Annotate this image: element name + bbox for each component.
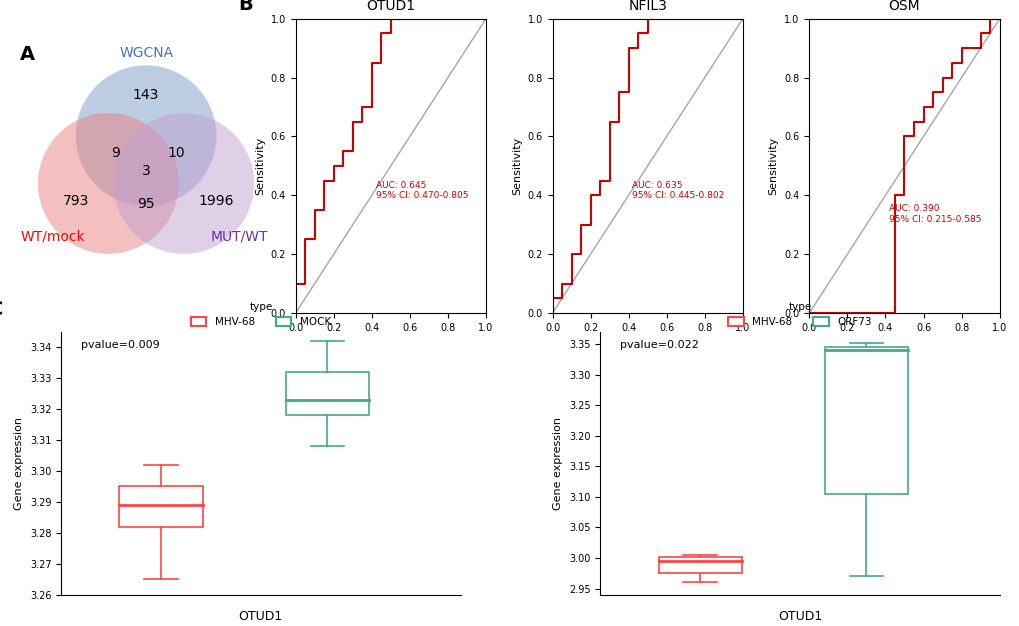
Text: WT/mock: WT/mock [20,229,86,244]
X-axis label: 1 - Specificity: 1 - Specificity [353,338,428,348]
Text: 10: 10 [167,146,184,160]
Y-axis label: Sensitivity: Sensitivity [255,136,265,195]
Text: 1996: 1996 [199,194,234,208]
Circle shape [38,113,178,254]
Text: B: B [238,0,253,14]
Title: OSM: OSM [888,0,919,13]
Circle shape [113,113,254,254]
Bar [824,347,907,494]
Y-axis label: Sensitivity: Sensitivity [768,136,777,195]
Title: NFIL3: NFIL3 [628,0,666,13]
Text: C: C [0,300,4,319]
Bar [285,372,369,415]
Text: pvalue=0.009: pvalue=0.009 [82,340,160,350]
Text: MUT/WT: MUT/WT [210,229,268,244]
Y-axis label: Sensitivity: Sensitivity [512,136,522,195]
Text: 9: 9 [111,146,120,160]
Bar [119,486,203,526]
Circle shape [75,65,216,206]
Y-axis label: Gene expression: Gene expression [14,417,24,510]
Text: 3: 3 [142,164,151,178]
Y-axis label: Gene expression: Gene expression [553,417,562,510]
X-axis label: OTUD1: OTUD1 [777,610,821,623]
Text: AUC: 0.390
95% CI: 0.215-0.585: AUC: 0.390 95% CI: 0.215-0.585 [889,204,981,223]
Legend: MHV-68, MOCK: MHV-68, MOCK [186,297,335,331]
Text: pvalue=0.022: pvalue=0.022 [620,340,698,350]
Bar [658,557,741,573]
Text: AUC: 0.645
95% CI: 0.470-0.805: AUC: 0.645 95% CI: 0.470-0.805 [375,180,468,200]
X-axis label: OTUD1: OTUD1 [238,610,282,623]
Text: WGCNA: WGCNA [119,46,173,59]
Text: 95: 95 [138,197,155,210]
Title: OTUD1: OTUD1 [366,0,415,13]
Text: 793: 793 [62,194,89,208]
Legend: MHV-68, ORF73: MHV-68, ORF73 [723,297,875,331]
Text: AUC: 0.635
95% CI: 0.445-0.802: AUC: 0.635 95% CI: 0.445-0.802 [632,180,723,200]
Text: 143: 143 [132,88,159,103]
X-axis label: 1 - Specificity: 1 - Specificity [609,338,685,348]
Text: A: A [20,45,36,64]
X-axis label: 1 - Specificity: 1 - Specificity [866,338,942,348]
